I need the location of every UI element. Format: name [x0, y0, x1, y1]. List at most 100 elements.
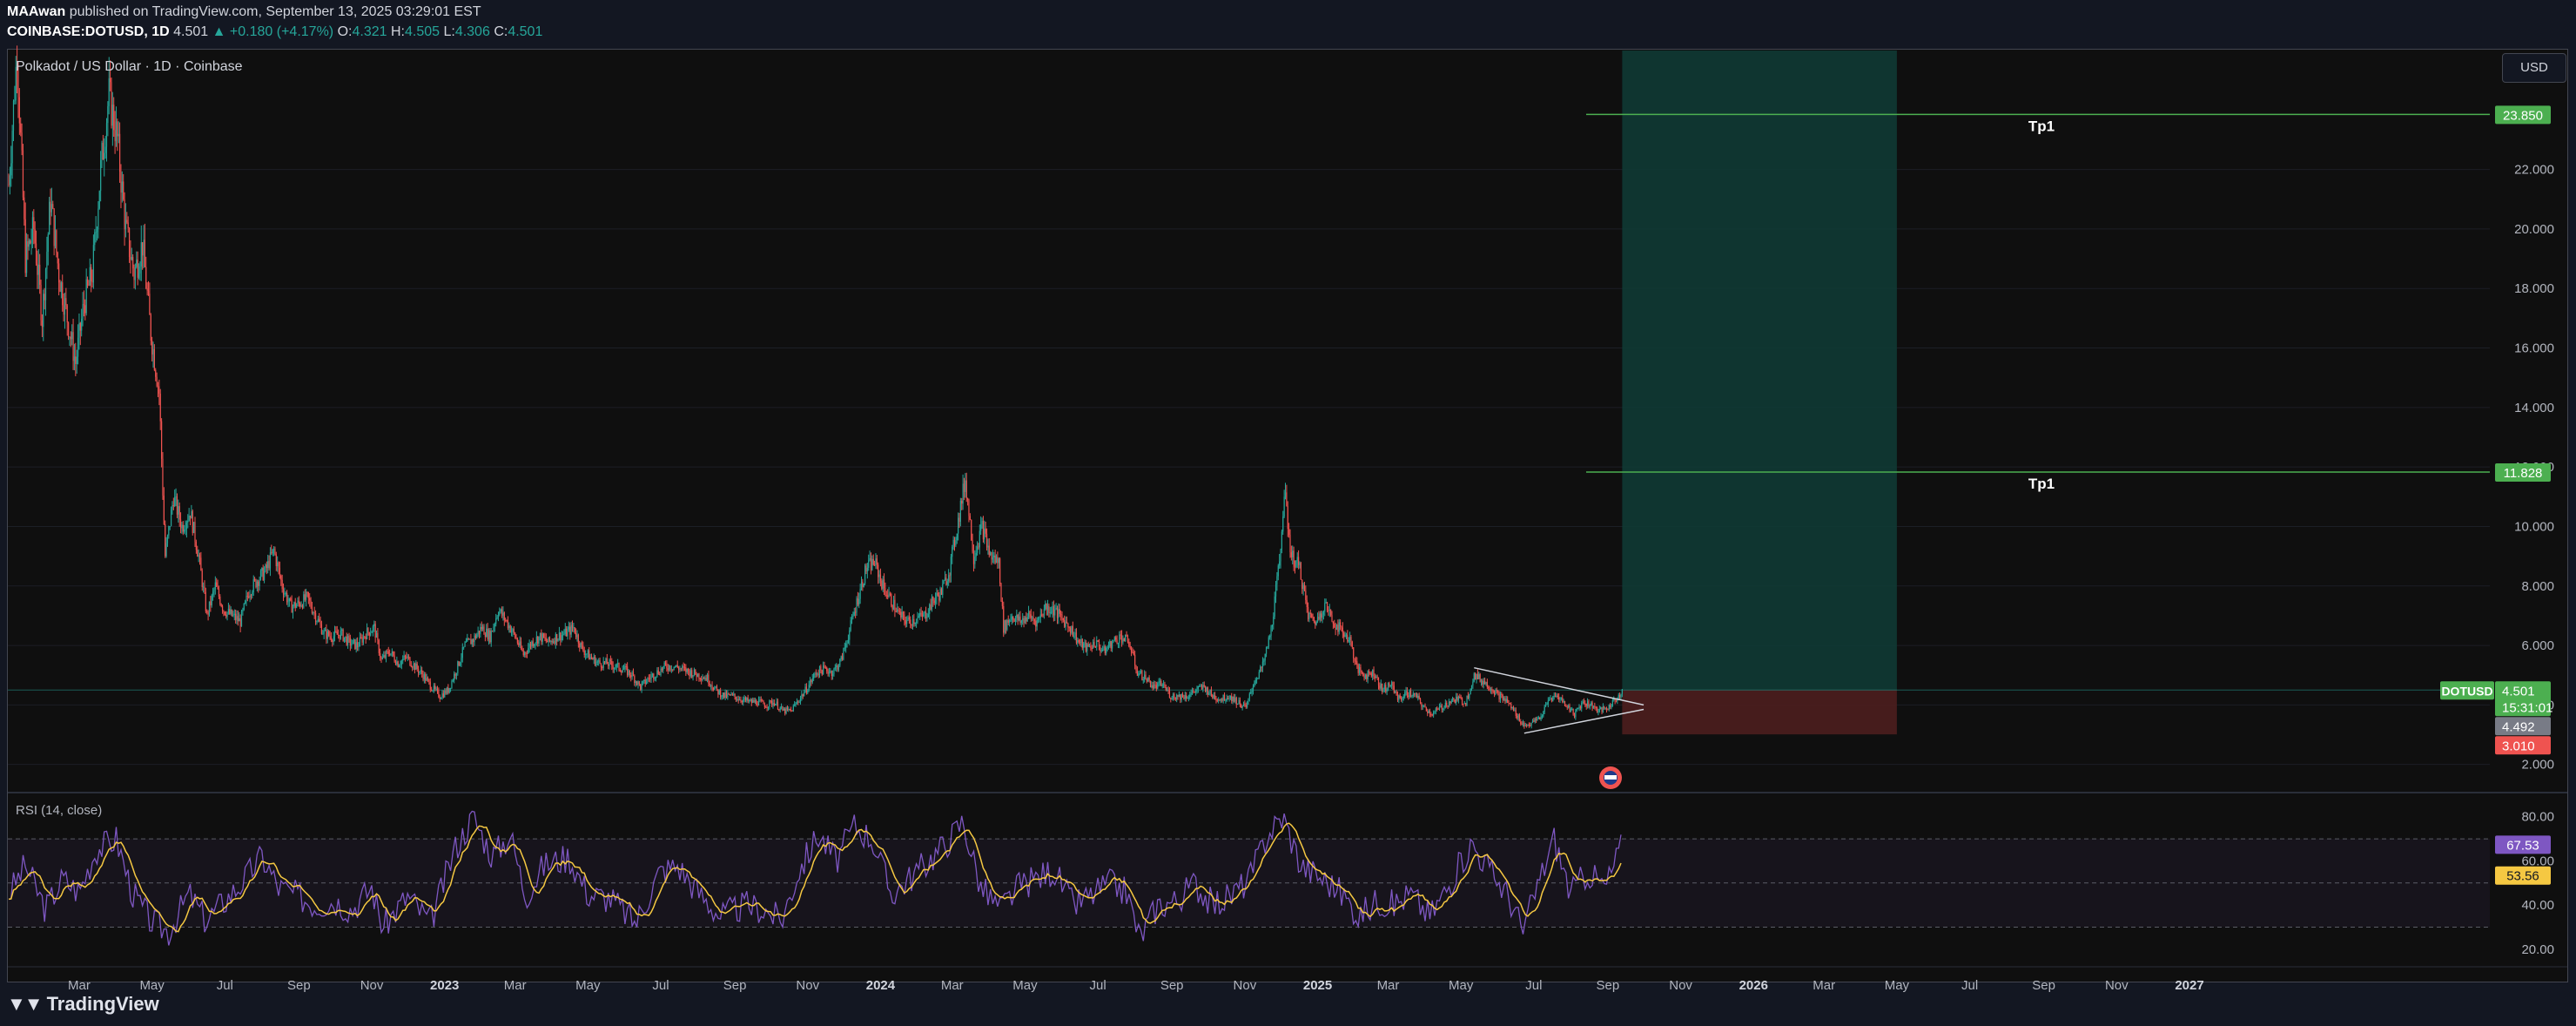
candle-body	[290, 597, 292, 601]
author-name[interactable]: MAAwan	[7, 4, 66, 19]
candle-body	[865, 565, 867, 571]
candle-body	[1510, 703, 1512, 709]
candle-body	[1132, 651, 1133, 653]
candle-body	[1135, 665, 1137, 672]
candle-body	[249, 595, 251, 598]
candle-body	[1187, 697, 1189, 699]
candle-body	[431, 689, 433, 692]
candle-body	[81, 318, 83, 331]
candle-body	[1353, 647, 1355, 658]
candle-body	[1221, 699, 1223, 701]
candle-body	[907, 617, 909, 621]
candle-body	[60, 282, 62, 293]
candle-body	[608, 664, 609, 666]
candle-body	[605, 658, 607, 663]
candle-body	[1269, 636, 1271, 638]
candle-body	[603, 661, 606, 663]
candle-body	[902, 611, 905, 615]
candle-body	[1102, 650, 1104, 651]
grid-lines	[8, 169, 2567, 968]
candle-body	[539, 632, 541, 637]
candle-body	[220, 604, 222, 607]
candle-body	[1302, 584, 1304, 590]
candle-body	[486, 628, 488, 638]
candle-body	[67, 322, 70, 338]
candle-body	[1003, 605, 1005, 633]
candle-body	[235, 613, 237, 620]
candle-body	[489, 630, 491, 643]
candle-body	[1531, 720, 1534, 723]
candle-body	[442, 693, 444, 698]
candle-body	[1318, 616, 1320, 620]
candle-body	[188, 516, 190, 521]
candle-body	[1592, 705, 1595, 709]
candle-body	[990, 552, 992, 556]
candle-body	[1261, 661, 1264, 668]
candle-body	[1611, 699, 1613, 707]
candle-body	[115, 121, 118, 142]
stop-tag-bg	[2495, 736, 2551, 755]
price-tick-label: 6.000	[2521, 638, 2554, 653]
candle-body	[1083, 643, 1085, 648]
candle-body	[1033, 620, 1036, 622]
candle-body	[301, 605, 304, 608]
candle-body	[232, 614, 234, 617]
candle-body	[716, 685, 718, 690]
candle-body	[465, 641, 467, 643]
candle-body	[422, 673, 424, 680]
candle-body	[879, 574, 882, 581]
price-tick-label: 16.000	[2514, 341, 2554, 356]
tradingview-footer[interactable]: ▼▼ TradingView	[7, 993, 159, 1016]
candle-body	[876, 558, 878, 565]
candle-body	[134, 267, 137, 280]
candle-body	[117, 121, 118, 137]
candle-body	[767, 706, 770, 708]
candle-body	[811, 678, 813, 683]
candle-body	[488, 630, 490, 640]
candle-body	[1364, 674, 1367, 678]
candle-body	[353, 639, 355, 641]
candle-body	[400, 660, 402, 665]
rsi-value-tag-bg	[2495, 835, 2551, 854]
candle-body	[1453, 698, 1455, 700]
candle-body	[1534, 719, 1536, 722]
candle-body	[368, 631, 370, 636]
candle-body	[25, 241, 28, 273]
currency-button[interactable]: USD	[2502, 53, 2566, 83]
candle-body	[332, 639, 333, 643]
candle-body	[427, 678, 429, 680]
candle-body	[1122, 638, 1124, 643]
time-tick-label: May	[1885, 978, 1910, 993]
candle-body	[1144, 674, 1146, 680]
candle-body	[551, 640, 553, 643]
candle-body	[1218, 699, 1220, 701]
candle-body	[1418, 695, 1420, 699]
candle-body	[1409, 690, 1412, 697]
candle-body	[831, 674, 834, 677]
candle-body	[956, 533, 958, 541]
candle-body	[213, 589, 215, 592]
candle-body	[474, 635, 476, 638]
candle-body	[884, 588, 886, 596]
candle-body	[1533, 720, 1535, 722]
candle-body	[505, 619, 507, 621]
candle-body	[1518, 714, 1520, 722]
candle-body	[98, 191, 100, 209]
candle-body	[1277, 565, 1279, 577]
candle-body	[844, 647, 845, 649]
candle-body	[1473, 673, 1475, 682]
candle-body	[1129, 645, 1131, 649]
candle-body	[1286, 492, 1288, 507]
candle-body	[1012, 616, 1014, 620]
candle-body	[1349, 637, 1351, 640]
candle-body	[324, 629, 326, 631]
candle-body	[404, 655, 407, 657]
candle-body	[92, 245, 95, 283]
candle-body	[1046, 604, 1047, 610]
price-tick-label: 14.000	[2514, 401, 2554, 415]
candle-body	[1467, 695, 1470, 699]
candle-body	[1504, 698, 1506, 702]
candle-body	[239, 618, 241, 627]
candle-body	[336, 631, 338, 635]
